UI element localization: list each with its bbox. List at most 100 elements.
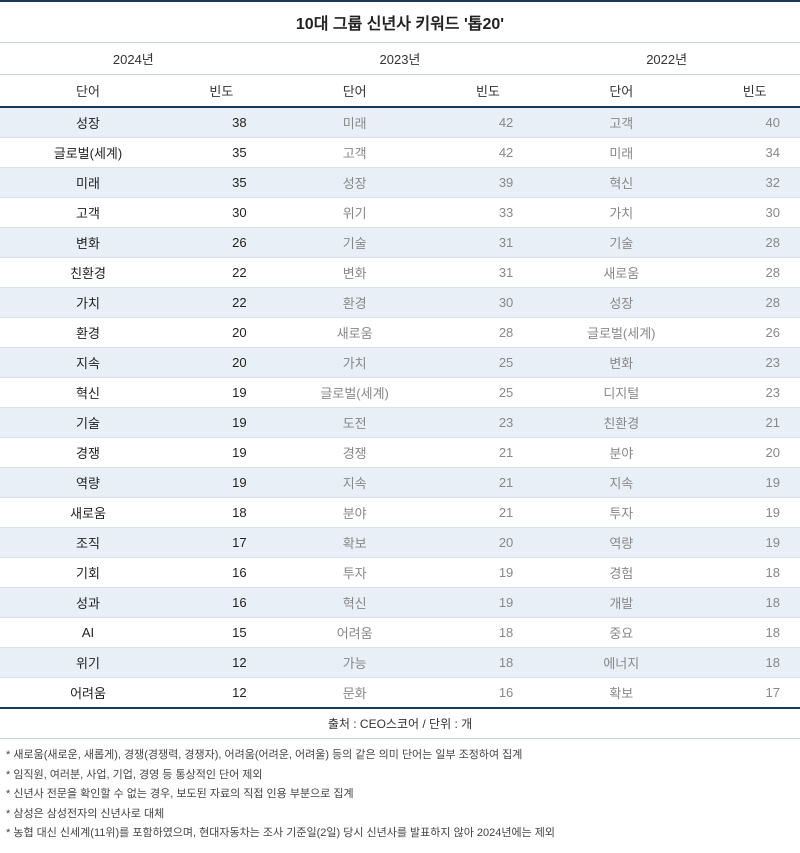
column-header-row: 단어 빈도 단어 빈도 단어 빈도 bbox=[0, 75, 800, 108]
table-row: 가치22환경30성장28 bbox=[0, 288, 800, 318]
word-2024: 성과 bbox=[0, 588, 176, 618]
freq-2022: 17 bbox=[709, 678, 800, 709]
freq-2022: 19 bbox=[709, 498, 800, 528]
word-2023: 가치 bbox=[267, 348, 443, 378]
freq-2022: 32 bbox=[709, 168, 800, 198]
freq-2024: 19 bbox=[176, 438, 267, 468]
word-2023: 도전 bbox=[267, 408, 443, 438]
table-body: 성장38미래42고객40글로벌(세계)35고객42미래34미래35성장39혁신3… bbox=[0, 107, 800, 708]
freq-2024: 30 bbox=[176, 198, 267, 228]
table-row: 새로움18분야21투자19 bbox=[0, 498, 800, 528]
word-2023: 확보 bbox=[267, 528, 443, 558]
year-2024: 2024년 bbox=[0, 43, 267, 75]
word-2023: 고객 bbox=[267, 138, 443, 168]
word-2022: 기술 bbox=[533, 228, 709, 258]
freq-2022: 18 bbox=[709, 588, 800, 618]
word-2022: 가치 bbox=[533, 198, 709, 228]
header-word-2022: 단어 bbox=[533, 75, 709, 108]
freq-2023: 21 bbox=[443, 468, 534, 498]
freq-2022: 23 bbox=[709, 348, 800, 378]
keyword-table-container: 10대 그룹 신년사 키워드 '톱20' 2024년 2023년 2022년 단… bbox=[0, 0, 800, 853]
table-row: 성과16혁신19개발18 bbox=[0, 588, 800, 618]
table-row: 지속20가치25변화23 bbox=[0, 348, 800, 378]
keyword-table: 10대 그룹 신년사 키워드 '톱20' 2024년 2023년 2022년 단… bbox=[0, 0, 800, 739]
word-2022: 성장 bbox=[533, 288, 709, 318]
word-2023: 투자 bbox=[267, 558, 443, 588]
word-2024: 기술 bbox=[0, 408, 176, 438]
freq-2022: 19 bbox=[709, 468, 800, 498]
freq-2023: 19 bbox=[443, 558, 534, 588]
word-2022: 개발 bbox=[533, 588, 709, 618]
word-2023: 문화 bbox=[267, 678, 443, 709]
freq-2022: 28 bbox=[709, 258, 800, 288]
word-2024: 새로움 bbox=[0, 498, 176, 528]
word-2022: 고객 bbox=[533, 107, 709, 138]
header-freq-2023: 빈도 bbox=[443, 75, 534, 108]
table-row: 글로벌(세계)35고객42미래34 bbox=[0, 138, 800, 168]
word-2023: 지속 bbox=[267, 468, 443, 498]
header-word-2023: 단어 bbox=[267, 75, 443, 108]
freq-2023: 19 bbox=[443, 588, 534, 618]
word-2023: 환경 bbox=[267, 288, 443, 318]
word-2022: 경험 bbox=[533, 558, 709, 588]
freq-2023: 42 bbox=[443, 107, 534, 138]
source-text: 출처 : CEO스코어 / 단위 : 개 bbox=[0, 708, 800, 739]
freq-2023: 18 bbox=[443, 648, 534, 678]
table-row: 환경20새로움28글로벌(세계)26 bbox=[0, 318, 800, 348]
table-row: 어려움12문화16확보17 bbox=[0, 678, 800, 709]
table-row: 기술19도전23친환경21 bbox=[0, 408, 800, 438]
year-header-row: 2024년 2023년 2022년 bbox=[0, 43, 800, 75]
footnote-line: * 신년사 전문을 확인할 수 없는 경우, 보도된 자료의 직접 인용 부분으… bbox=[6, 786, 794, 804]
freq-2023: 30 bbox=[443, 288, 534, 318]
freq-2024: 19 bbox=[176, 468, 267, 498]
freq-2024: 35 bbox=[176, 168, 267, 198]
word-2024: 혁신 bbox=[0, 378, 176, 408]
word-2024: 성장 bbox=[0, 107, 176, 138]
word-2023: 위기 bbox=[267, 198, 443, 228]
table-row: 미래35성장39혁신32 bbox=[0, 168, 800, 198]
table-row: 변화26기술31기술28 bbox=[0, 228, 800, 258]
freq-2022: 28 bbox=[709, 288, 800, 318]
freq-2024: 15 bbox=[176, 618, 267, 648]
freq-2024: 20 bbox=[176, 348, 267, 378]
freq-2022: 21 bbox=[709, 408, 800, 438]
footnote-line: * 농협 대신 신세계(11위)를 포함하였으며, 현대자동차는 조사 기준일(… bbox=[6, 825, 794, 843]
footnote-line: * 새로움(새로운, 새롭게), 경쟁(경쟁력, 경쟁자), 어려움(어려운, … bbox=[6, 747, 794, 765]
freq-2024: 22 bbox=[176, 288, 267, 318]
word-2023: 변화 bbox=[267, 258, 443, 288]
table-row: 기회16투자19경험18 bbox=[0, 558, 800, 588]
freq-2024: 12 bbox=[176, 648, 267, 678]
table-row: 조직17확보20역량19 bbox=[0, 528, 800, 558]
freq-2022: 23 bbox=[709, 378, 800, 408]
word-2023: 분야 bbox=[267, 498, 443, 528]
table-row: 위기12가능18에너지18 bbox=[0, 648, 800, 678]
source-row: 출처 : CEO스코어 / 단위 : 개 bbox=[0, 708, 800, 739]
word-2024: 지속 bbox=[0, 348, 176, 378]
word-2022: 글로벌(세계) bbox=[533, 318, 709, 348]
word-2022: 새로움 bbox=[533, 258, 709, 288]
freq-2023: 21 bbox=[443, 498, 534, 528]
word-2022: 혁신 bbox=[533, 168, 709, 198]
freq-2024: 20 bbox=[176, 318, 267, 348]
word-2024: 어려움 bbox=[0, 678, 176, 709]
footnotes: * 새로움(새로운, 새롭게), 경쟁(경쟁력, 경쟁자), 어려움(어려운, … bbox=[0, 739, 800, 853]
freq-2023: 39 bbox=[443, 168, 534, 198]
word-2023: 혁신 bbox=[267, 588, 443, 618]
title-row: 10대 그룹 신년사 키워드 '톱20' bbox=[0, 1, 800, 43]
freq-2023: 25 bbox=[443, 378, 534, 408]
freq-2024: 19 bbox=[176, 408, 267, 438]
freq-2023: 20 bbox=[443, 528, 534, 558]
word-2024: 고객 bbox=[0, 198, 176, 228]
freq-2024: 18 bbox=[176, 498, 267, 528]
word-2024: 친환경 bbox=[0, 258, 176, 288]
word-2023: 글로벌(세계) bbox=[267, 378, 443, 408]
word-2023: 가능 bbox=[267, 648, 443, 678]
freq-2023: 16 bbox=[443, 678, 534, 709]
word-2023: 성장 bbox=[267, 168, 443, 198]
freq-2023: 25 bbox=[443, 348, 534, 378]
table-row: 성장38미래42고객40 bbox=[0, 107, 800, 138]
word-2024: 조직 bbox=[0, 528, 176, 558]
freq-2022: 28 bbox=[709, 228, 800, 258]
word-2024: 경쟁 bbox=[0, 438, 176, 468]
word-2024: 기회 bbox=[0, 558, 176, 588]
